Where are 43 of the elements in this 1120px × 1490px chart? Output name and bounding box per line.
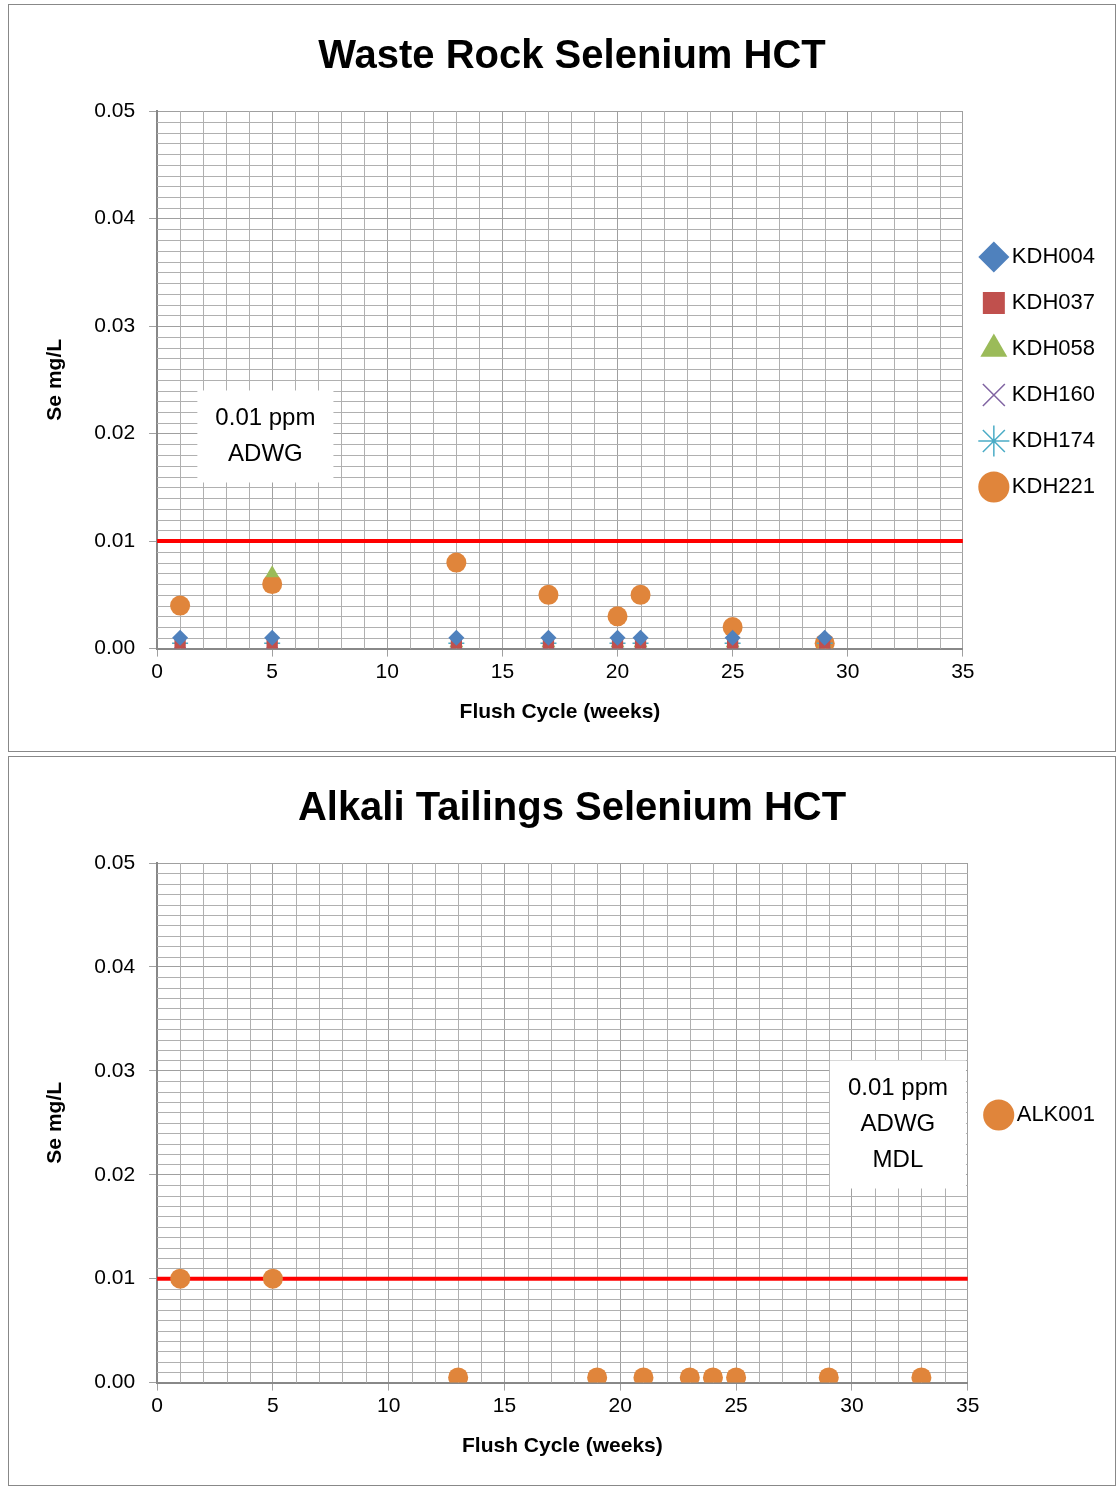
y-tick-label: 0.02	[94, 1161, 136, 1185]
x-tick-label: 25	[724, 1393, 748, 1416]
x-tick-label: 30	[840, 1393, 864, 1416]
x-tick-label: 35	[951, 659, 975, 682]
x-axis-title: Flush Cycle (weeks)	[459, 699, 661, 723]
legend-label: KDH221	[1011, 473, 1095, 499]
x-tick-label: 20	[608, 1393, 632, 1416]
y-tick-label: 0.01	[94, 1265, 136, 1289]
annotation: 0.01 ppm ADWG MDL	[847, 1073, 948, 1173]
y-tick-label: 0.01	[94, 527, 136, 551]
legend-label: KDH004	[1011, 243, 1095, 269]
y-tick-label: 0.00	[94, 635, 136, 659]
annotation: 0.01 ppm ADWG	[215, 403, 316, 467]
x-tick-label: 15	[492, 1393, 517, 1416]
x-tick-label: 25	[720, 659, 745, 682]
y-tick-label: 0.03	[94, 1057, 136, 1081]
x-tick-label: 5	[267, 1393, 279, 1416]
x-tick-label: 35	[956, 1393, 980, 1416]
x-tick-label: 20	[605, 659, 630, 682]
y-tick-label: 0.05	[94, 849, 136, 873]
chart-title: Waste Rock Selenium HCT	[318, 32, 826, 77]
legend-label: KDH174	[1011, 427, 1095, 453]
x-tick-label: 30	[836, 659, 860, 682]
y-tick-label: 0.03	[94, 312, 136, 336]
y-axis-title: Se mg/L	[42, 1081, 66, 1164]
x-tick-label: 15	[490, 659, 515, 682]
x-tick-label: 0	[151, 659, 163, 682]
x-axis-title: Flush Cycle (weeks)	[462, 1433, 663, 1457]
legend-label: ALK001	[1016, 1101, 1096, 1127]
chart-title: Alkali Tailings Selenium HCT	[297, 784, 847, 829]
x-tick-label: 10	[375, 659, 399, 682]
y-axis-title: Se mg/L	[42, 338, 66, 421]
y-tick-label: 0.05	[94, 97, 136, 121]
y-tick-label: 0.00	[94, 1369, 136, 1393]
x-tick-label: 0	[151, 1393, 163, 1416]
y-tick-label: 0.04	[94, 953, 136, 977]
x-tick-label: 10	[377, 1393, 401, 1416]
legend-label: KDH037	[1011, 289, 1095, 315]
y-tick-label: 0.04	[94, 205, 136, 229]
legend-label: KDH058	[1011, 335, 1095, 361]
x-tick-label: 5	[266, 659, 279, 682]
y-tick-label: 0.02	[94, 420, 136, 444]
legend-label: KDH160	[1011, 381, 1095, 407]
